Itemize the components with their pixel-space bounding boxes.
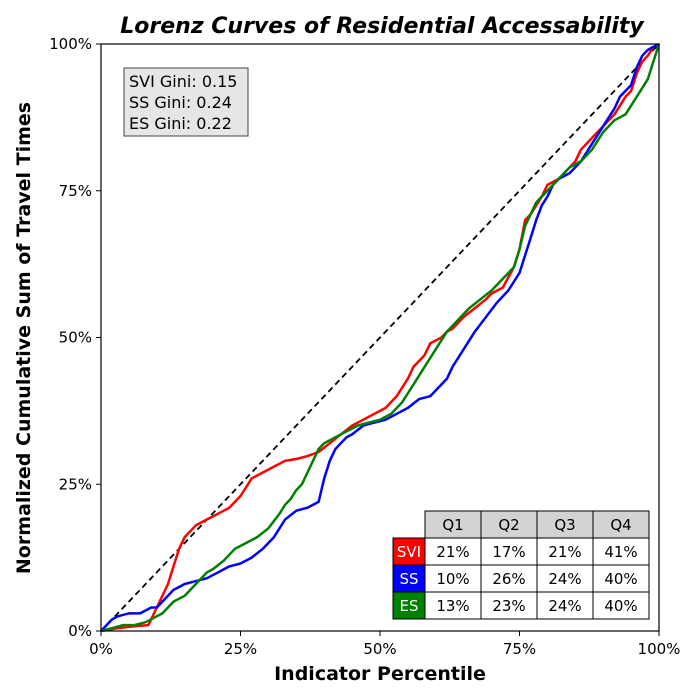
series-line-es [100,43,661,633]
table-cell [536,591,594,620]
table-row-label: SVI [397,543,421,561]
quartile-table: Q1 Q2 Q3 Q4 SVI 21% 17% 21% 41% SS 10% 26% 24% 40% ES 1… [392,510,650,620]
series-line-ss [100,42,660,632]
y-tick-label: 0% [68,622,92,640]
x-tick-label: 0% [89,640,113,658]
y-tick-label: 75% [59,182,92,200]
plot-area [100,42,661,633]
equality-line [100,43,660,632]
table-cell [424,591,482,620]
table-cell [592,591,650,620]
table-cell-value: 10% [436,570,469,588]
table-cell-value: 41% [604,543,637,561]
table-cell [592,537,650,566]
x-axis-ticks: 0% 25% 50% 75% 100% [89,631,680,658]
chart-title: Lorenz Curves of Residential Accessabili… [120,14,645,39]
table-cell-value: 13% [436,597,469,615]
y-axis-label: Normalized Cumulative Sum of Travel Time… [13,102,35,574]
table-row-label: SS [399,570,418,588]
table-cell-value: 40% [604,570,637,588]
x-axis-label: Indicator Percentile [274,663,486,685]
table-header-label: Q4 [610,516,631,534]
y-tick-label: 100% [49,35,92,53]
table-cell-value: 26% [492,570,525,588]
table-header-cell [480,510,538,539]
table-header-label: Q3 [554,516,575,534]
gini-stat-line: ES Gini: 0.22 [129,114,232,133]
table-cell [424,537,482,566]
table-row-label-cell [392,564,426,593]
table-cell [536,537,594,566]
table-header-label: Q1 [442,516,463,534]
table-cell [424,564,482,593]
series-line-svi [100,42,660,633]
x-tick-label: 25% [224,640,257,658]
x-tick-label: 50% [363,640,396,658]
table-header-label: Q2 [498,516,519,534]
table-row-label-cell [392,591,426,620]
table-cell-value: 24% [548,570,581,588]
y-tick-label: 50% [59,329,92,347]
table-cell [480,591,538,620]
gini-stat-line: SVI Gini: 0.15 [129,72,237,91]
table-cell-value: 17% [492,543,525,561]
stats-box-frame [123,67,249,137]
table-cell-value: 24% [548,597,581,615]
x-tick-label: 75% [503,640,536,658]
table-row-label: ES [400,597,419,615]
table-cell-value: 40% [604,597,637,615]
x-tick-label: 100% [638,640,681,658]
gini-stats-box: SVI Gini: 0.15 SS Gini: 0.24 ES Gini: 0.22 [123,67,249,137]
gini-stat-line: SS Gini: 0.24 [129,93,232,112]
table-cell [592,564,650,593]
table-cell-value: 23% [492,597,525,615]
y-tick-label: 25% [59,475,92,493]
y-axis-ticks: 0% 25% 50% 75% 100% [49,35,101,640]
table-header-cell [592,510,650,539]
table-cell-value: 21% [548,543,581,561]
table-cell-value: 21% [436,543,469,561]
